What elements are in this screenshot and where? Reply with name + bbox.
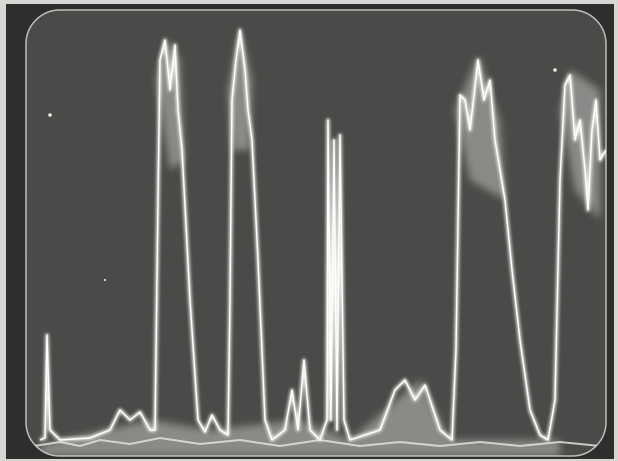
screen — [25, 9, 607, 457]
baseline-noise — [33, 436, 601, 448]
trace-core — [39, 29, 606, 441]
dust-speck — [103, 278, 107, 282]
dust-speck — [48, 113, 52, 117]
traces — [33, 28, 606, 456]
dust-speck — [553, 68, 557, 72]
